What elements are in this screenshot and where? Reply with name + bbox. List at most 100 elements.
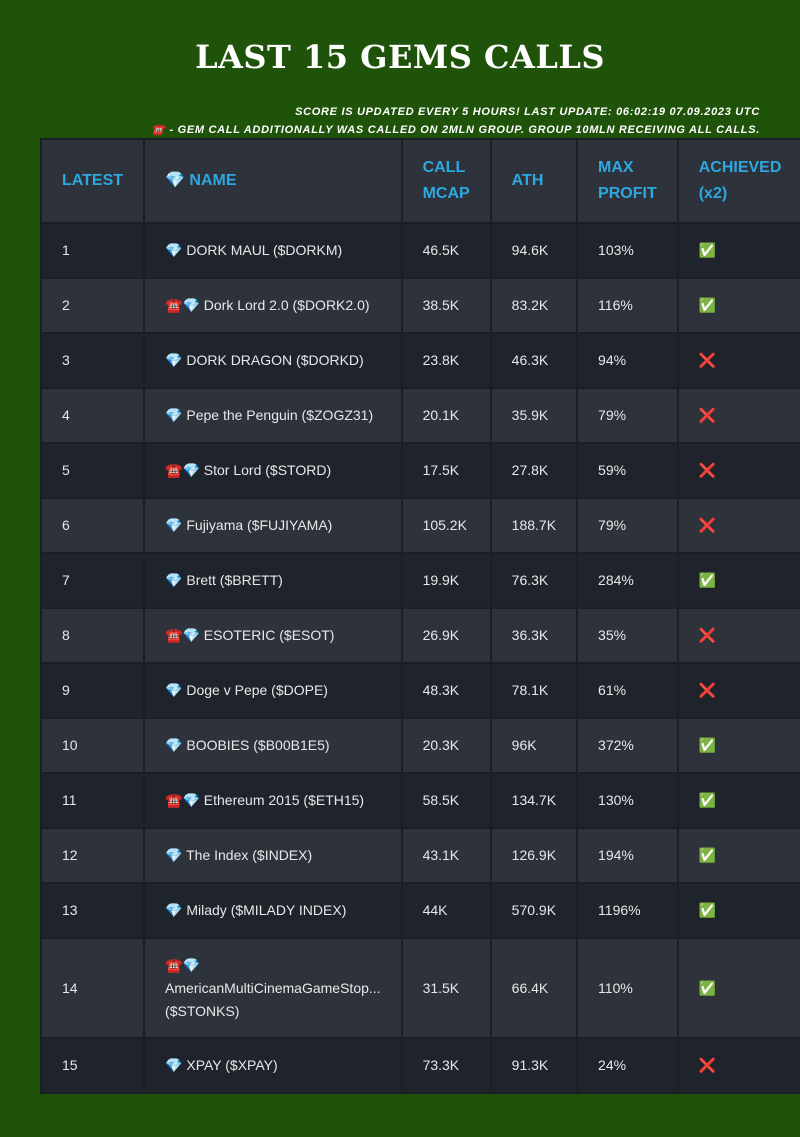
max-profit: 110%: [578, 939, 677, 1037]
max-profit: 194%: [578, 829, 677, 882]
ath: 27.8K: [491, 444, 577, 497]
row-index: 14: [42, 939, 144, 1037]
column-header: ATH: [491, 140, 577, 222]
gem-name: 💎 The Index ($INDEX): [145, 829, 401, 882]
call-mcap: 58.5K: [402, 774, 490, 827]
table-body: 1 💎 DORK MAUL ($DORKM) 46.5K 94.6K 103% ✅ 2 ☎️💎…: [42, 224, 800, 1092]
row-index: 8: [42, 609, 144, 662]
achieved: ✅: [678, 884, 800, 937]
gems-table: LATEST 💎 NAME CALL MCAP ATH MAX PROFIT ACHIEV…: [40, 138, 800, 1094]
ath: 78.1K: [491, 664, 577, 717]
table-row: 5 ☎️💎 Stor Lord ($STORD) 17.5K 27.8K 59% ❌: [42, 444, 800, 497]
gem-name: 💎 XPAY ($XPAY): [145, 1039, 401, 1092]
ath: 83.2K: [491, 279, 577, 332]
gem-name: 💎 Fujiyama ($FUJIYAMA): [145, 499, 401, 552]
gem-name: 💎 DORK DRAGON ($DORKD): [145, 334, 401, 387]
achieved: ✅: [678, 774, 800, 827]
table-row: 6 💎 Fujiyama ($FUJIYAMA) 105.2K 188.7K 79% ❌: [42, 499, 800, 552]
call-mcap: 31.5K: [402, 939, 490, 1037]
gem-name: 💎 Milady ($MILADY INDEX): [145, 884, 401, 937]
table-row: 15 💎 XPAY ($XPAY) 73.3K 91.3K 24% ❌: [42, 1039, 800, 1092]
ath: 91.3K: [491, 1039, 577, 1092]
row-index: 7: [42, 554, 144, 607]
call-mcap: 73.3K: [402, 1039, 490, 1092]
max-profit: 103%: [578, 224, 677, 277]
ath: 36.3K: [491, 609, 577, 662]
row-index: 3: [42, 334, 144, 387]
achieved: ❌: [678, 389, 800, 442]
achieved: ✅: [678, 279, 800, 332]
table-row: 4 💎 Pepe the Penguin ($ZOGZ31) 20.1K 35.9K 7…: [42, 389, 800, 442]
achieved: ✅: [678, 224, 800, 277]
ath: 188.7K: [491, 499, 577, 552]
achieved: ❌: [678, 444, 800, 497]
gem-name: ☎️💎 Stor Lord ($STORD): [145, 444, 401, 497]
column-header: MAX PROFIT: [578, 140, 677, 222]
achieved: ❌: [678, 609, 800, 662]
table-row: 13 💎 Milady ($MILADY INDEX) 44K 570.9K 1196%…: [42, 884, 800, 937]
call-mcap: 23.8K: [402, 334, 490, 387]
max-profit: 59%: [578, 444, 677, 497]
table-row: 2 ☎️💎 Dork Lord 2.0 ($DORK2.0) 38.5K 83.2K 1…: [42, 279, 800, 332]
achieved: ✅: [678, 939, 800, 1037]
table-row: 9 💎 Doge v Pepe ($DOPE) 48.3K 78.1K 61% ❌: [42, 664, 800, 717]
row-index: 13: [42, 884, 144, 937]
call-mcap: 105.2K: [402, 499, 490, 552]
achieved: ❌: [678, 1039, 800, 1092]
row-index: 6: [42, 499, 144, 552]
ath: 96K: [491, 719, 577, 772]
gem-name: ☎️💎 Dork Lord 2.0 ($DORK2.0): [145, 279, 401, 332]
ath: 570.9K: [491, 884, 577, 937]
row-index: 10: [42, 719, 144, 772]
table-row: 10 💎 BOOBIES ($B00B1E5) 20.3K 96K 372% ✅: [42, 719, 800, 772]
achieved: ❌: [678, 499, 800, 552]
max-profit: 79%: [578, 389, 677, 442]
ath: 134.7K: [491, 774, 577, 827]
max-profit: 116%: [578, 279, 677, 332]
column-header: CALL MCAP: [402, 140, 490, 222]
call-mcap: 20.3K: [402, 719, 490, 772]
max-profit: 1196%: [578, 884, 677, 937]
ath: 46.3K: [491, 334, 577, 387]
row-index: 5: [42, 444, 144, 497]
call-mcap: 38.5K: [402, 279, 490, 332]
achieved: ✅: [678, 719, 800, 772]
table-row: 1 💎 DORK MAUL ($DORKM) 46.5K 94.6K 103% ✅: [42, 224, 800, 277]
update-note: SCORE IS UPDATED EVERY 5 HOURS! LAST UPD…: [295, 106, 760, 118]
ath: 66.4K: [491, 939, 577, 1037]
row-index: 1: [42, 224, 144, 277]
header-row: LATEST 💎 NAME CALL MCAP ATH MAX PROFIT ACHIEV…: [42, 140, 800, 222]
max-profit: 61%: [578, 664, 677, 717]
column-header: LATEST: [42, 140, 144, 222]
page-title: LAST 15 GEMS CALLS: [195, 38, 605, 76]
ath: 126.9K: [491, 829, 577, 882]
gem-name: 💎 Pepe the Penguin ($ZOGZ31): [145, 389, 401, 442]
ath: 76.3K: [491, 554, 577, 607]
table-row: 11 ☎️💎 Ethereum 2015 ($ETH15) 58.5K 134.7K 1…: [42, 774, 800, 827]
table-row: 12 💎 The Index ($INDEX) 43.1K 126.9K 194% ✅: [42, 829, 800, 882]
row-index: 15: [42, 1039, 144, 1092]
call-mcap: 26.9K: [402, 609, 490, 662]
gem-name: ☎️💎 Ethereum 2015 ($ETH15): [145, 774, 401, 827]
call-mcap: 20.1K: [402, 389, 490, 442]
call-mcap: 48.3K: [402, 664, 490, 717]
call-mcap: 19.9K: [402, 554, 490, 607]
max-profit: 79%: [578, 499, 677, 552]
call-mcap: 46.5K: [402, 224, 490, 277]
gem-name: 💎 DORK MAUL ($DORKM): [145, 224, 401, 277]
row-index: 4: [42, 389, 144, 442]
max-profit: 35%: [578, 609, 677, 662]
max-profit: 372%: [578, 719, 677, 772]
achieved: ❌: [678, 334, 800, 387]
row-index: 11: [42, 774, 144, 827]
gem-name: 💎 Doge v Pepe ($DOPE): [145, 664, 401, 717]
gem-name: ☎️💎 ESOTERIC ($ESOT): [145, 609, 401, 662]
ath: 35.9K: [491, 389, 577, 442]
legend-note: ☎️ - GEM CALL ADDITIONALLY WAS CALLED ON…: [151, 124, 760, 136]
row-index: 2: [42, 279, 144, 332]
table-row: 8 ☎️💎 ESOTERIC ($ESOT) 26.9K 36.3K 35% ❌: [42, 609, 800, 662]
call-mcap: 44K: [402, 884, 490, 937]
row-index: 9: [42, 664, 144, 717]
gem-name: 💎 BOOBIES ($B00B1E5): [145, 719, 401, 772]
max-profit: 284%: [578, 554, 677, 607]
